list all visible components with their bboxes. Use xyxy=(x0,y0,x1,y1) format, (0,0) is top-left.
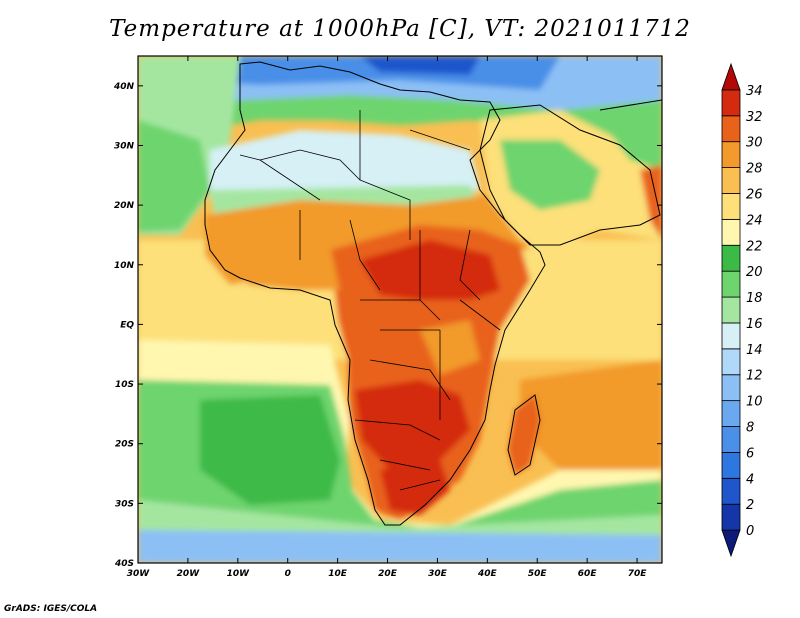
lat-axis: 40N 30N 20N 10N EQ 10S 20S 30S 40S xyxy=(113,82,662,569)
lon-tick-label: 10E xyxy=(328,569,348,579)
colorbar-label: 18 xyxy=(746,291,763,306)
colorbar-segment xyxy=(721,244,741,272)
colorbar-label: 14 xyxy=(746,343,763,358)
lon-tick-label: 30E xyxy=(428,569,448,579)
lat-tick-label: 20N xyxy=(114,201,135,211)
colorbar-segment xyxy=(721,115,741,143)
lon-tick-label: 70E xyxy=(628,569,648,579)
colorbar-segment xyxy=(721,296,741,324)
coastlines xyxy=(204,61,662,526)
lat-tick-label: 10N xyxy=(114,261,135,271)
colorbar-segment xyxy=(721,503,741,531)
lat-tick-label: 40N xyxy=(113,82,135,92)
colorbar-label: 6 xyxy=(746,446,754,461)
colorbar-segment xyxy=(721,89,741,117)
colorbar-label: 30 xyxy=(746,136,763,151)
grads-credit: GrADS: IGES/COLA xyxy=(4,604,98,614)
lon-tick-label: 10W xyxy=(227,569,251,579)
colorbar-segment xyxy=(721,193,741,220)
colorbar-segment xyxy=(721,477,741,505)
colorbar-label: 24 xyxy=(746,213,763,228)
lon-axis: 30W 20W 10W 0 10E 20E 30E 40E 50E 60E 70E xyxy=(127,56,647,579)
colorbar-segment xyxy=(721,141,741,168)
colorbar-label: 8 xyxy=(746,421,754,436)
colorbar-segment xyxy=(721,400,741,427)
colorbar-label: 12 xyxy=(746,369,763,384)
lon-tick-label: 60E xyxy=(578,569,598,579)
colorbar-segment xyxy=(721,218,741,246)
colorbar-label: 26 xyxy=(746,187,763,202)
lon-tick-label: 50E xyxy=(528,569,548,579)
colorbar-label: 4 xyxy=(746,472,754,487)
lat-tick-label: 30S xyxy=(115,499,134,509)
colorbar-segment xyxy=(721,426,741,453)
colorbar-label: 32 xyxy=(746,110,763,125)
lon-tick-label: 20E xyxy=(378,569,398,579)
colorbar-segment xyxy=(721,270,741,298)
colorbar-label: 16 xyxy=(746,317,763,332)
colorbar-segment xyxy=(721,62,741,91)
colorbar-label: 22 xyxy=(746,239,763,254)
colorbar-label: 34 xyxy=(746,84,763,99)
lon-tick-label: 20W xyxy=(177,569,201,579)
colorbar-label: 2 xyxy=(746,498,754,513)
map-title: Temperature at 1000hPa [C], VT: 20210117… xyxy=(109,16,691,42)
colorbar-label: 28 xyxy=(746,162,763,177)
colorbar-label: 20 xyxy=(746,265,763,280)
colorbar-segment xyxy=(721,529,741,558)
colorbar-segment xyxy=(721,374,741,402)
colorbar-segment xyxy=(721,322,741,350)
plot-frame xyxy=(137,55,663,564)
lat-tick-label: 40S xyxy=(114,559,134,569)
lat-tick-label: 30N xyxy=(114,141,135,151)
colorbar-label: 10 xyxy=(746,395,763,410)
lon-tick-label: 0 xyxy=(285,569,291,579)
colorbar-segment xyxy=(721,167,741,194)
country-borders xyxy=(239,110,501,491)
colorbar-segment xyxy=(721,452,741,479)
colorbar-label: 0 xyxy=(746,524,754,539)
lon-tick-label: 30W xyxy=(127,569,151,579)
lat-tick-label: EQ xyxy=(120,320,134,330)
lat-tick-label: 10S xyxy=(115,380,134,390)
arabia-coastline xyxy=(479,104,661,246)
africa-coastline xyxy=(204,61,546,526)
lat-tick-label: 20S xyxy=(115,440,134,450)
map-plot-area xyxy=(138,56,662,563)
colorbar-segment xyxy=(721,348,741,376)
lon-tick-label: 40E xyxy=(477,569,498,579)
madagascar-coastline xyxy=(507,394,541,476)
